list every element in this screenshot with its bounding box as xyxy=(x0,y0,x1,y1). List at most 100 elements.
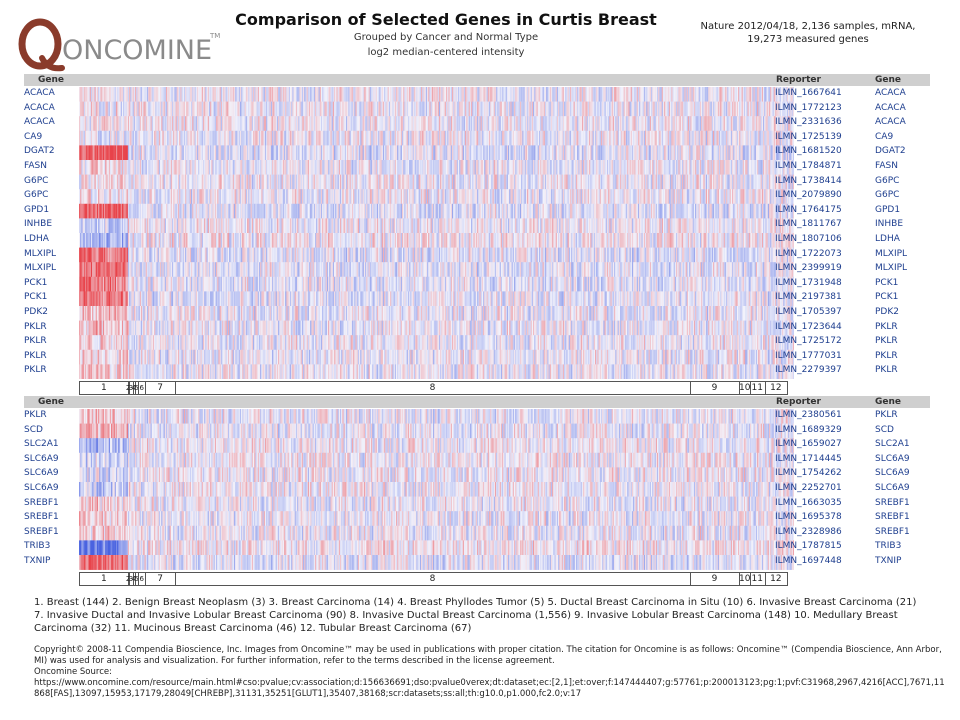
heatmap-cell xyxy=(270,145,273,161)
heatmap-cell xyxy=(293,101,296,117)
heatmap-cell xyxy=(331,116,334,132)
heatmap-cell xyxy=(692,87,695,102)
heatmap-cell xyxy=(596,189,598,205)
heatmap-cell xyxy=(524,116,527,132)
heatmap-cell xyxy=(677,101,679,117)
heatmap-cell xyxy=(710,174,713,190)
heatmap-cell xyxy=(89,174,92,190)
heatmap-cell xyxy=(119,203,122,219)
heatmap-cell xyxy=(86,189,88,205)
heatmap-cell xyxy=(561,87,564,102)
heatmap-cell xyxy=(518,160,521,175)
heatmap-cell xyxy=(727,87,729,102)
heatmap-cell xyxy=(670,101,672,117)
heatmap-cell xyxy=(690,160,692,175)
heatmap-cell xyxy=(746,87,748,102)
heatmap-cell xyxy=(82,130,85,146)
heatmap-cell xyxy=(556,116,559,132)
heatmap-cell xyxy=(266,130,268,146)
heatmap-cell xyxy=(777,116,779,132)
heatmap-cell xyxy=(399,87,402,102)
heatmap-cell xyxy=(715,116,717,132)
heatmap-cell xyxy=(180,145,182,161)
heatmap-cell xyxy=(556,87,559,102)
heatmap-cell xyxy=(428,101,430,117)
heatmap-cell xyxy=(237,116,240,132)
heatmap-cell xyxy=(339,145,342,161)
heatmap-cell xyxy=(548,87,551,102)
heatmap-cell xyxy=(474,116,477,132)
heatmap-cell xyxy=(227,87,230,102)
heatmap-cell xyxy=(137,87,139,102)
heatmap-cell xyxy=(491,174,493,190)
heatmap-cell xyxy=(365,101,367,117)
heatmap-cell xyxy=(610,87,613,102)
heatmap-cell xyxy=(441,116,443,132)
heatmap-cell xyxy=(790,145,793,161)
heatmap-cell xyxy=(270,174,273,190)
heatmap-cell xyxy=(193,130,195,146)
heatmap-cell xyxy=(671,87,673,102)
heatmap-cell xyxy=(150,130,153,146)
heatmap-cell xyxy=(564,174,566,190)
heatmap-cell xyxy=(360,87,362,102)
heatmap-cell xyxy=(417,174,420,190)
heatmap-cell xyxy=(269,160,272,175)
heatmap-cell xyxy=(391,145,393,161)
heatmap-cell xyxy=(506,160,509,175)
heatmap-cell xyxy=(659,174,661,190)
heatmap-cell xyxy=(121,160,124,175)
heatmap-cell xyxy=(310,116,312,132)
heatmap-cell xyxy=(224,160,226,175)
heatmap-cell xyxy=(258,189,261,205)
heatmap-cell xyxy=(428,160,430,175)
heatmap-cell xyxy=(295,160,298,175)
heatmap-cell xyxy=(482,101,485,117)
heatmap-cell xyxy=(248,101,250,117)
heatmap-cell xyxy=(397,145,399,161)
heatmap-cell xyxy=(780,116,783,132)
heatmap-cell xyxy=(555,130,558,146)
heatmap-cell xyxy=(261,160,263,175)
heatmap-cell xyxy=(660,174,663,190)
heatmap-cell xyxy=(257,130,260,146)
heatmap-cell xyxy=(789,87,791,102)
heatmap-cell xyxy=(201,160,204,175)
heatmap-cell xyxy=(509,189,511,205)
heatmap-cell xyxy=(591,130,594,146)
heatmap-cell xyxy=(597,130,599,146)
heatmap-cell xyxy=(677,130,679,146)
heatmap-cell xyxy=(647,101,650,117)
heatmap-cell xyxy=(536,87,539,102)
heatmap-cell xyxy=(101,203,104,219)
heatmap-cell xyxy=(643,189,646,205)
heatmap-cell xyxy=(183,145,186,161)
heatmap-cell xyxy=(564,160,566,175)
heatmap-cell xyxy=(135,203,137,219)
heatmap-cell xyxy=(179,189,181,205)
heatmap-cell xyxy=(303,130,305,146)
heatmap-cell xyxy=(757,160,759,175)
heatmap-cell xyxy=(118,174,120,190)
heatmap-cell xyxy=(454,160,456,175)
heatmap-cell xyxy=(773,116,776,132)
heatmap-cell xyxy=(538,174,541,190)
heatmap-cell xyxy=(471,101,473,117)
heatmap-cell xyxy=(106,130,108,146)
heatmap-cell xyxy=(250,130,253,146)
heatmap-cell xyxy=(485,101,487,117)
heatmap-cell xyxy=(326,160,329,175)
heatmap-cell xyxy=(541,189,543,205)
heatmap-cell xyxy=(177,101,180,117)
heatmap-cell xyxy=(300,101,303,117)
heatmap-cell xyxy=(338,189,341,205)
heatmap-cell xyxy=(617,145,620,161)
heatmap-cell xyxy=(599,160,602,175)
heatmap-cell xyxy=(210,87,212,102)
heatmap-cell xyxy=(244,174,247,190)
heatmap-cell xyxy=(565,189,567,205)
heatmap-cell xyxy=(187,174,190,190)
heatmap-cell xyxy=(561,160,564,175)
heatmap-cell xyxy=(155,87,157,102)
heatmap-cell xyxy=(239,87,242,102)
